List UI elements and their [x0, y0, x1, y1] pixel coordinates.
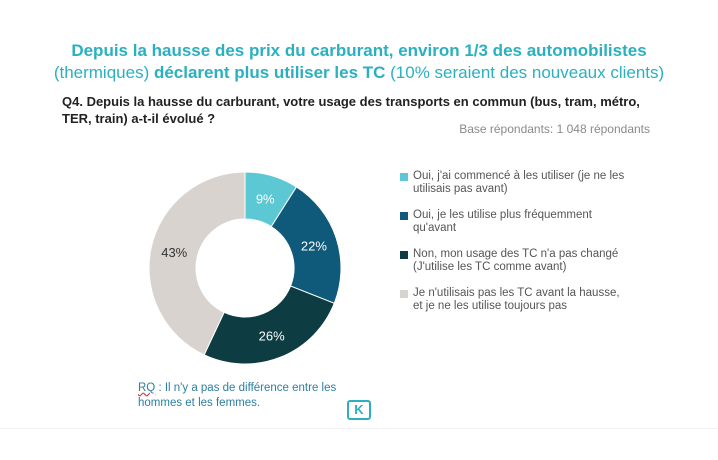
top-rule — [0, 0, 718, 8]
chart-legend: Oui, j'ai commencé à les utiliser (je ne… — [400, 170, 630, 326]
note-text: : Il n'y a pas de différence entre les h… — [138, 382, 337, 409]
legend-item-2: Oui, je les utilise plus fréquemment qu'… — [400, 209, 630, 235]
base-respondents: Base répondants: 1 048 répondants — [459, 122, 650, 136]
question-text: Q4. Depuis la hausse du carburant, votre… — [62, 94, 640, 126]
legend-item-3: Non, mon usage des TC n'a pas changé (J'… — [400, 248, 630, 274]
donut-slice-2 — [270, 186, 342, 304]
donut-slice-label-2: 22% — [301, 239, 327, 254]
slide-title: Depuis la hausse des prix du carburant, … — [10, 40, 708, 84]
donut-slice-label-1: 9% — [256, 191, 275, 206]
donut-slice-label-4: 43% — [161, 245, 187, 260]
legend-label-4: Je n'utilisais pas les TC avant la hauss… — [413, 287, 620, 312]
note: RQ : Il n'y a pas de différence entre le… — [138, 381, 368, 411]
legend-label-1: Oui, j'ai commencé à les utiliser (je ne… — [413, 170, 625, 195]
brand-logo: K — [347, 400, 371, 420]
legend-item-1: Oui, j'ai commencé à les utiliser (je ne… — [400, 170, 630, 196]
donut-slice-3 — [203, 285, 335, 365]
donut-slice-4 — [148, 171, 246, 356]
legend-swatch-1 — [400, 173, 408, 181]
legend-item-4: Je n'utilisais pas les TC avant la hauss… — [400, 287, 630, 313]
legend-swatch-2 — [400, 212, 408, 220]
legend-label-2: Oui, je les utilise plus fréquemment qu'… — [413, 209, 592, 234]
legend-label-3: Non, mon usage des TC n'a pas changé (J'… — [413, 248, 619, 273]
legend-swatch-3 — [400, 251, 408, 259]
donut-slice-label-3: 26% — [259, 328, 285, 343]
legend-swatch-4 — [400, 290, 408, 298]
title-line-1: Depuis la hausse des prix du carburant, … — [71, 41, 647, 60]
bottom-rule — [0, 428, 718, 429]
note-prefix: RQ — [138, 382, 156, 394]
title-line-2: (thermiques) déclarent plus utiliser les… — [53, 63, 665, 82]
